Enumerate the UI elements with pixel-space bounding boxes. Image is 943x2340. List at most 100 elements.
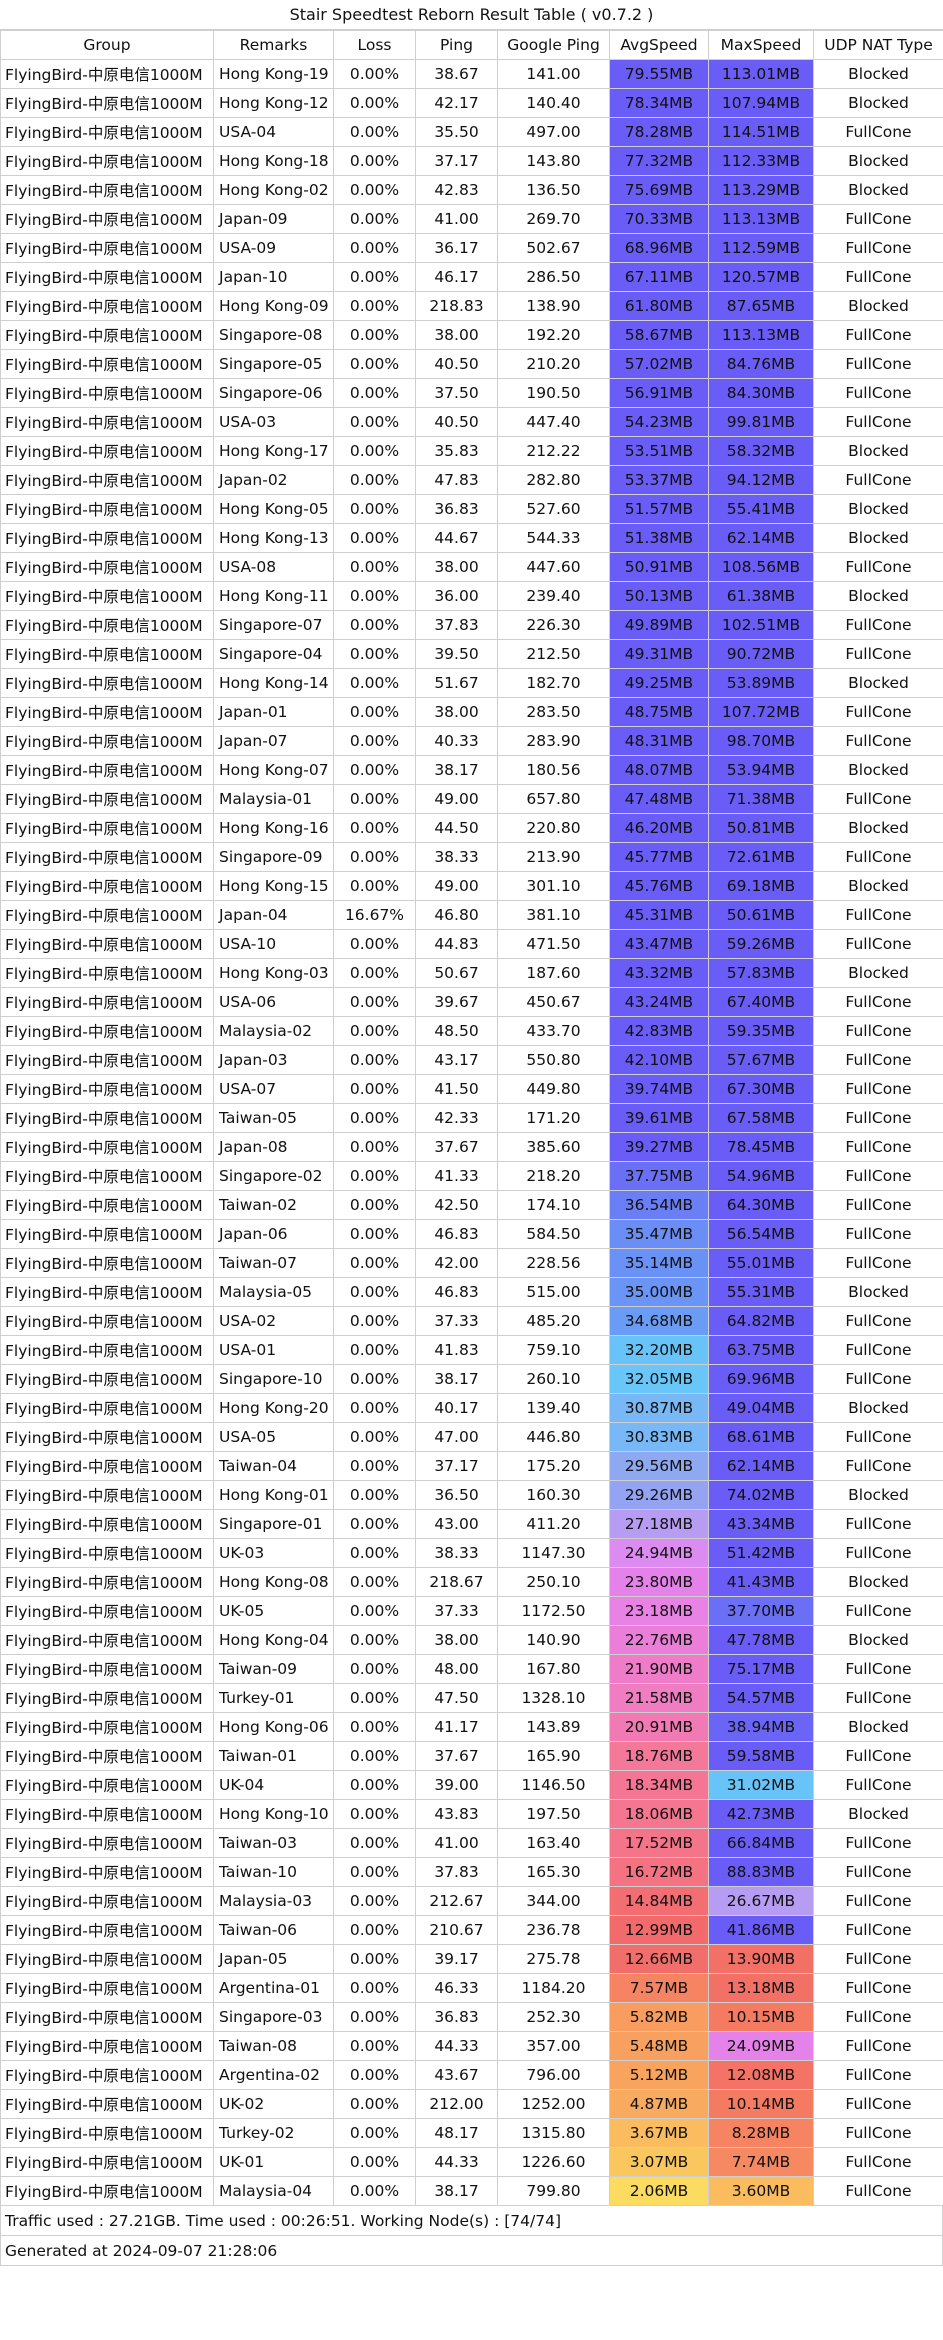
cell-remarks: Hong Kong-15 (213, 871, 334, 901)
cell-udp-nat-type: Blocked (813, 175, 943, 205)
cell-avg-speed: 23.18MB (609, 1596, 709, 1626)
cell-avg-speed: 49.89MB (609, 610, 709, 640)
cell-group: FlyingBird-中原电信1000M (0, 1538, 214, 1568)
cell-remarks: Taiwan-06 (213, 1915, 334, 1945)
cell-max-speed: 50.81MB (708, 813, 814, 843)
cell-ping: 51.67 (415, 668, 498, 698)
cell-max-speed: 56.54MB (708, 1219, 814, 1249)
cell-max-speed: 63.75MB (708, 1335, 814, 1365)
cell-google-ping: 174.10 (497, 1190, 610, 1220)
cell-loss: 0.00% (333, 1683, 416, 1713)
cell-remarks: Singapore-01 (213, 1509, 334, 1539)
cell-remarks: Hong Kong-10 (213, 1799, 334, 1829)
cell-loss: 0.00% (333, 755, 416, 785)
cell-loss: 0.00% (333, 1219, 416, 1249)
cell-ping: 35.50 (415, 117, 498, 147)
cell-ping: 48.17 (415, 2118, 498, 2148)
table-row: FlyingBird-中原电信1000M Singapore-09 0.00% 38.… (0, 842, 943, 872)
cell-ping: 41.50 (415, 1074, 498, 1104)
cell-group: FlyingBird-中原电信1000M (0, 88, 214, 118)
cell-remarks: Taiwan-08 (213, 2031, 334, 2061)
cell-loss: 0.00% (333, 2147, 416, 2177)
cell-remarks: UK-02 (213, 2089, 334, 2119)
cell-remarks: Japan-07 (213, 726, 334, 756)
cell-udp-nat-type: FullCone (813, 1770, 943, 1800)
cell-udp-nat-type: FullCone (813, 987, 943, 1017)
table-row: FlyingBird-中原电信1000M Turkey-01 0.00% 47.50 1… (0, 1683, 943, 1713)
cell-udp-nat-type: FullCone (813, 1422, 943, 1452)
cell-loss: 0.00% (333, 233, 416, 263)
cell-google-ping: 143.89 (497, 1712, 610, 1742)
cell-udp-nat-type: Blocked (813, 871, 943, 901)
cell-max-speed: 43.34MB (708, 1509, 814, 1539)
table-row: FlyingBird-中原电信1000M USA-09 0.00% 36.17 502.… (0, 233, 943, 263)
cell-google-ping: 447.60 (497, 552, 610, 582)
cell-udp-nat-type: FullCone (813, 204, 943, 234)
cell-ping: 40.50 (415, 349, 498, 379)
table-row: FlyingBird-中原电信1000M Malaysia-02 0.00% 48.5… (0, 1016, 943, 1046)
cell-udp-nat-type: FullCone (813, 1103, 943, 1133)
table-body: FlyingBird-中原电信1000M Hong Kong-19 0.00% 38.… (0, 59, 943, 2206)
cell-loss: 0.00% (333, 1973, 416, 2003)
cell-group: FlyingBird-中原电信1000M (0, 523, 214, 553)
cell-avg-speed: 7.57MB (609, 1973, 709, 2003)
cell-remarks: Singapore-02 (213, 1161, 334, 1191)
table-row: FlyingBird-中原电信1000M Singapore-10 0.00% 38.… (0, 1364, 943, 1394)
cell-ping: 36.50 (415, 1480, 498, 1510)
cell-remarks: Hong Kong-18 (213, 146, 334, 176)
cell-group: FlyingBird-中原电信1000M (0, 1451, 214, 1481)
cell-ping: 42.50 (415, 1190, 498, 1220)
cell-remarks: Japan-08 (213, 1132, 334, 1162)
cell-udp-nat-type: FullCone (813, 233, 943, 263)
cell-avg-speed: 49.25MB (609, 668, 709, 698)
cell-google-ping: 220.80 (497, 813, 610, 843)
table-row: FlyingBird-中原电信1000M Hong Kong-09 0.00% 218… (0, 291, 943, 321)
cell-udp-nat-type: FullCone (813, 1538, 943, 1568)
table-row: FlyingBird-中原电信1000M Taiwan-01 0.00% 37.67 1… (0, 1741, 943, 1771)
table-row: FlyingBird-中原电信1000M USA-02 0.00% 37.33 485.… (0, 1306, 943, 1336)
cell-loss: 0.00% (333, 2031, 416, 2061)
cell-ping: 38.00 (415, 1625, 498, 1655)
cell-avg-speed: 14.84MB (609, 1886, 709, 1916)
cell-avg-speed: 78.28MB (609, 117, 709, 147)
cell-avg-speed: 24.94MB (609, 1538, 709, 1568)
cell-avg-speed: 43.32MB (609, 958, 709, 988)
cell-ping: 37.17 (415, 1451, 498, 1481)
cell-udp-nat-type: FullCone (813, 1886, 943, 1916)
table-row: FlyingBird-中原电信1000M Singapore-05 0.00% 40.… (0, 349, 943, 379)
cell-ping: 36.83 (415, 494, 498, 524)
cell-udp-nat-type: Blocked (813, 755, 943, 785)
cell-google-ping: 175.20 (497, 1451, 610, 1481)
cell-max-speed: 113.01MB (708, 59, 814, 89)
cell-remarks: Taiwan-09 (213, 1654, 334, 1684)
cell-max-speed: 62.14MB (708, 1451, 814, 1481)
table-row: FlyingBird-中原电信1000M Hong Kong-14 0.00% 51.… (0, 668, 943, 698)
cell-avg-speed: 67.11MB (609, 262, 709, 292)
cell-ping: 48.00 (415, 1654, 498, 1684)
table-row: FlyingBird-中原电信1000M USA-08 0.00% 38.00 447.… (0, 552, 943, 582)
cell-google-ping: 411.20 (497, 1509, 610, 1539)
cell-remarks: USA-10 (213, 929, 334, 959)
cell-group: FlyingBird-中原电信1000M (0, 1016, 214, 1046)
cell-google-ping: 141.00 (497, 59, 610, 89)
cell-loss: 0.00% (333, 494, 416, 524)
table-row: FlyingBird-中原电信1000M Hong Kong-13 0.00% 44.… (0, 523, 943, 553)
cell-udp-nat-type: Blocked (813, 1567, 943, 1597)
cell-remarks: Malaysia-04 (213, 2176, 334, 2206)
cell-remarks: Hong Kong-16 (213, 813, 334, 843)
header-avg-speed: AvgSpeed (609, 30, 709, 60)
cell-udp-nat-type: FullCone (813, 1016, 943, 1046)
cell-google-ping: 1184.20 (497, 1973, 610, 2003)
cell-remarks: Singapore-04 (213, 639, 334, 669)
cell-remarks: USA-05 (213, 1422, 334, 1452)
cell-max-speed: 67.30MB (708, 1074, 814, 1104)
cell-max-speed: 113.13MB (708, 204, 814, 234)
cell-avg-speed: 12.66MB (609, 1944, 709, 1974)
cell-group: FlyingBird-中原电信1000M (0, 668, 214, 698)
table-row: FlyingBird-中原电信1000M Japan-02 0.00% 47.83 28… (0, 465, 943, 495)
cell-ping: 43.83 (415, 1799, 498, 1829)
cell-remarks: USA-02 (213, 1306, 334, 1336)
cell-remarks: Malaysia-03 (213, 1886, 334, 1916)
cell-google-ping: 218.20 (497, 1161, 610, 1191)
cell-loss: 0.00% (333, 1828, 416, 1858)
